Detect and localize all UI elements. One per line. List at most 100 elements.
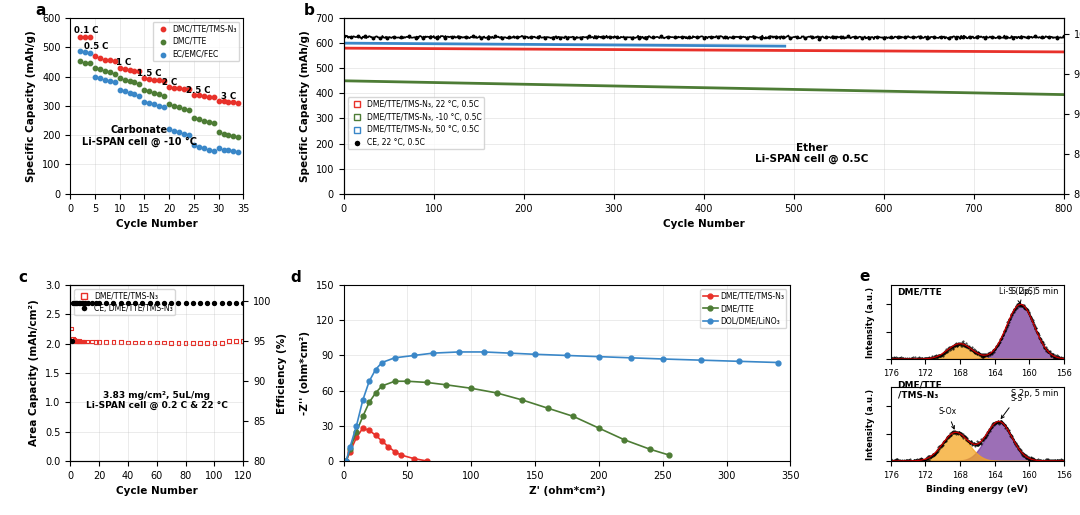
Point [71,299,89,307]
Point [66,299,83,307]
Point [191,339,208,347]
Point [140,99,158,107]
Point [230,132,247,141]
Text: 2 C: 2 C [162,78,177,87]
Point [86,64,104,72]
Point [126,66,144,75]
Point [77,48,94,56]
Point [228,299,245,307]
Point [210,128,227,136]
Text: e: e [860,269,869,284]
Point [73,337,91,346]
Point [225,147,242,155]
Point [220,98,238,106]
Point [86,73,104,81]
Point [230,147,247,156]
Point [77,33,94,41]
Point [195,116,213,125]
X-axis label: Binding energy (eV): Binding energy (eV) [927,485,1028,494]
Point [171,84,188,93]
Point [63,337,80,345]
Point [81,33,98,42]
Point [126,78,144,87]
Point [171,103,188,111]
Point [134,299,151,307]
Point [220,146,238,154]
Point [220,299,238,307]
Point [106,57,123,65]
Point [171,128,188,136]
Point [96,75,113,83]
Point [161,125,178,133]
Point [67,299,84,307]
Point [213,299,230,307]
Point [175,105,192,113]
Text: 0.1 C: 0.1 C [75,26,98,35]
Text: Ether
Li-SPAN cell @ 0.5C: Ether Li-SPAN cell @ 0.5C [755,143,868,164]
Point [140,87,158,95]
Point [96,66,113,75]
Point [191,299,208,307]
Point [102,56,119,64]
Text: Carbonate
Li-SPAN cell @ -10 °C: Carbonate Li-SPAN cell @ -10 °C [82,125,197,147]
Point [150,76,167,84]
Point [177,339,194,347]
Text: DME/TTE: DME/TTE [897,287,943,296]
Point [73,299,91,307]
Point [140,338,158,347]
Point [106,78,123,87]
Point [146,89,163,97]
Point [65,299,82,307]
Point [220,131,238,140]
Point [102,77,119,85]
Point [215,146,232,154]
Point [140,299,158,307]
Legend: DME/TTE/TMS-N₃, CE, DME/TTE/TMS-N₃: DME/TTE/TMS-N₃, CE, DME/TTE/TMS-N₃ [75,289,175,315]
Point [225,132,242,140]
Point [91,299,108,307]
Point [180,85,198,94]
Point [175,85,192,93]
Point [170,299,187,307]
Point [161,100,178,109]
Point [111,64,129,72]
Point [86,52,104,60]
Point [136,97,153,106]
Point [228,337,245,345]
Point [75,299,92,307]
Text: b: b [305,3,315,18]
Point [75,337,92,346]
Point [76,337,93,346]
Point [116,75,133,83]
Point [136,74,153,82]
Point [126,299,144,307]
Y-axis label: Efficiency (%): Efficiency (%) [276,333,287,414]
Point [83,299,100,307]
Point [200,146,217,154]
Text: S 2p, 5 min: S 2p, 5 min [1011,287,1058,296]
Point [121,66,138,74]
Text: S-S: S-S [1001,394,1023,419]
Point [200,118,217,126]
Text: 0.5 C: 0.5 C [84,42,108,51]
Point [126,90,144,98]
Point [69,299,86,307]
Text: S 2p, 5 min: S 2p, 5 min [1011,389,1058,398]
Point [185,141,202,149]
Point [156,77,173,85]
Point [210,144,227,152]
Y-axis label: Specific Capacity (mAh/g): Specific Capacity (mAh/g) [300,30,310,182]
Point [71,57,89,65]
Point [116,65,133,74]
Point [81,59,98,67]
Point [102,68,119,76]
Legend: DME/TTE/TMS-N₃, DME/TTE, DOL/DME/LiNO₃: DME/TTE/TMS-N₃, DME/TTE, DOL/DME/LiNO₃ [700,289,786,328]
Point [165,127,183,135]
Point [185,299,202,307]
Point [165,83,183,92]
Point [146,100,163,109]
Point [195,92,213,100]
Point [180,106,198,114]
Point [146,75,163,83]
Point [185,91,202,99]
